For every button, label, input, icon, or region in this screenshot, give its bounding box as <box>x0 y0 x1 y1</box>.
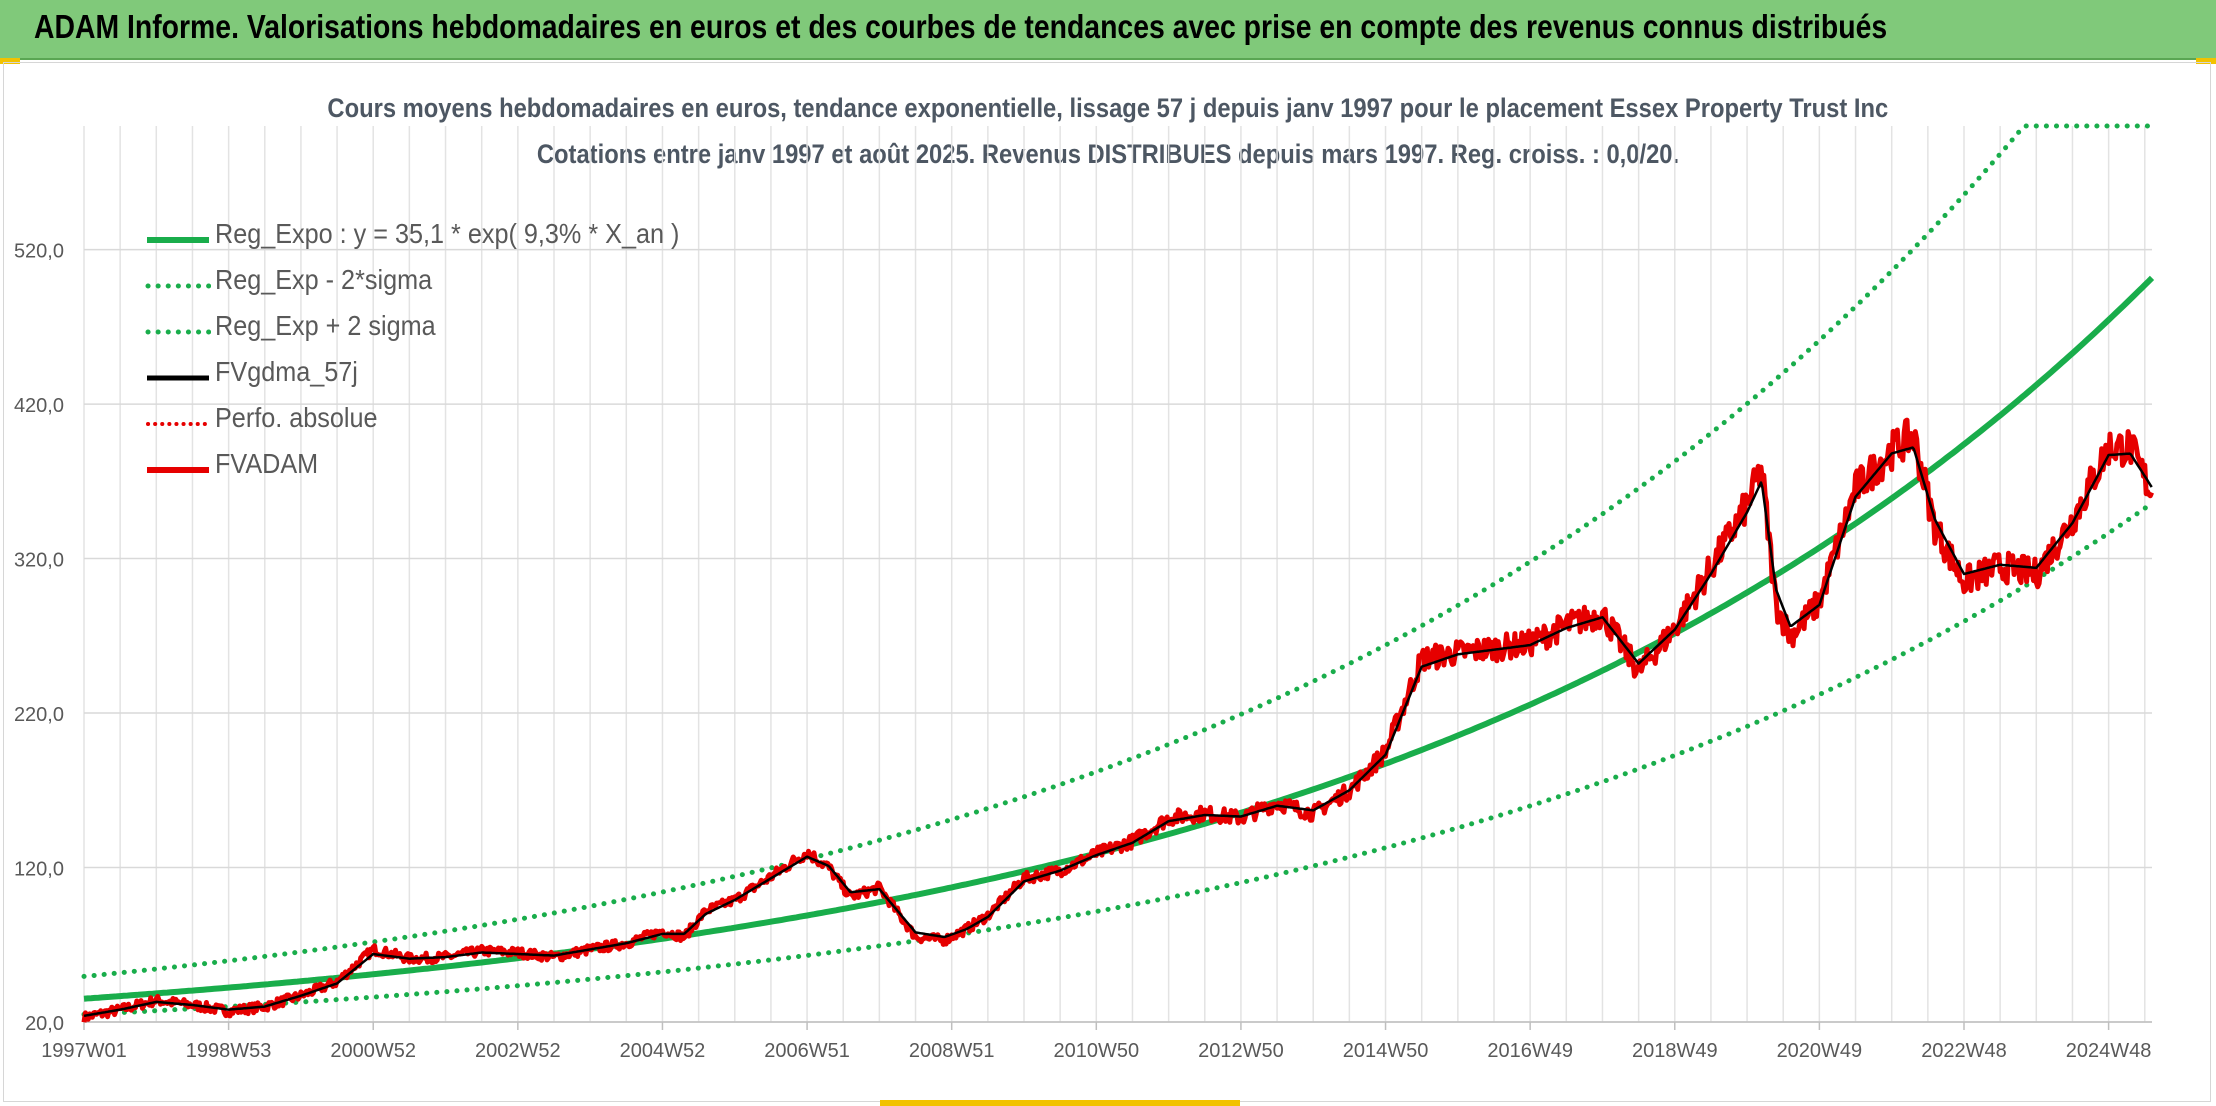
legend-label-fvgdma: FVgdma_57j <box>215 356 358 387</box>
x-tick-label: 1997W01 <box>41 1040 127 1062</box>
legend-label-reg-exp-plus: Reg_Exp + 2 sigma <box>215 310 436 341</box>
legend-label-perfo-absolue: Perfo. absolue <box>215 402 378 433</box>
legend-label-reg-expo: Reg_Expo : y = 35,1 * exp( 9,3% * X_an ) <box>215 218 680 249</box>
chart-grid <box>83 126 2152 1023</box>
y-tick-label: 320,0 <box>14 550 64 572</box>
chart-subtitle: Cotations entre janv 1997 et août 2025. … <box>0 139 2216 170</box>
x-tick-label: 2016W49 <box>1487 1040 1573 1062</box>
bottom-accent-strip <box>880 1100 1240 1106</box>
chart-series <box>81 123 2155 1023</box>
x-tick-label: 2014W50 <box>1343 1040 1429 1062</box>
x-tick-label: 2024W48 <box>2066 1040 2152 1062</box>
series-fvgdma-57j <box>83 446 2153 1018</box>
banner-corner-left <box>0 58 20 64</box>
legend-swatch-reg-exp-minus <box>145 283 211 289</box>
legend-swatch-reg-expo <box>147 237 209 243</box>
legend-swatch-fvgdma <box>147 375 209 381</box>
banner-corner-right <box>2196 58 2216 64</box>
series-reg-expo <box>83 275 2155 1002</box>
legend-label-reg-exp-minus: Reg_Exp - 2*sigma <box>215 264 433 295</box>
series-reg-exp-minus-2sigma <box>81 500 2155 1017</box>
series-fvadam <box>81 417 2154 1023</box>
legend-swatch-reg-exp-plus <box>145 329 211 335</box>
y-tick-label: 220,0 <box>14 704 64 726</box>
y-tick-label: 420,0 <box>14 395 64 417</box>
y-tick-label: 120,0 <box>14 859 64 881</box>
x-tick-label: 2018W49 <box>1632 1040 1718 1062</box>
chart-title-text: Cours moyens hebdomadaires en euros, ten… <box>327 93 1889 123</box>
x-tick-label: 2002W52 <box>475 1040 561 1062</box>
series-reg-exp-plus-2sigma <box>81 123 2155 979</box>
chart-title: Cours moyens hebdomadaires en euros, ten… <box>0 93 2216 124</box>
legend-swatch-perfo-absolue <box>146 422 211 426</box>
legend-swatch-fvadam <box>147 467 209 473</box>
x-tick-label: 2010W50 <box>1053 1040 1139 1062</box>
x-tick-label: 2000W52 <box>330 1040 416 1062</box>
chart-subtitle-text: Cotations entre janv 1997 et août 2025. … <box>536 139 1680 169</box>
y-tick-label: 20,0 <box>25 1013 64 1035</box>
x-tick-label: 2020W49 <box>1777 1040 1863 1062</box>
y-axis-ticks: 20,0 120,0 220,0 320,0 420,0 520,0 <box>14 241 64 1035</box>
legend-label-fvadam: FVADAM <box>215 448 319 479</box>
x-tick-label: 2022W48 <box>1921 1040 2007 1062</box>
x-tick-label: 2012W50 <box>1198 1040 1284 1062</box>
x-tick-label: 2004W52 <box>620 1040 706 1062</box>
x-tick-label: 2006W51 <box>764 1040 850 1062</box>
x-axis-ticks: 1997W01 1998W53 2000W52 2002W52 2004W52 2006W… <box>41 1022 2151 1062</box>
y-tick-label: 520,0 <box>14 241 64 263</box>
x-tick-label: 2008W51 <box>909 1040 995 1062</box>
report-banner: ADAM Informe. Valorisations hebdomadaire… <box>0 0 2216 60</box>
report-title: ADAM Informe. Valorisations hebdomadaire… <box>34 8 1888 45</box>
x-tick-label: 1998W53 <box>186 1040 272 1062</box>
